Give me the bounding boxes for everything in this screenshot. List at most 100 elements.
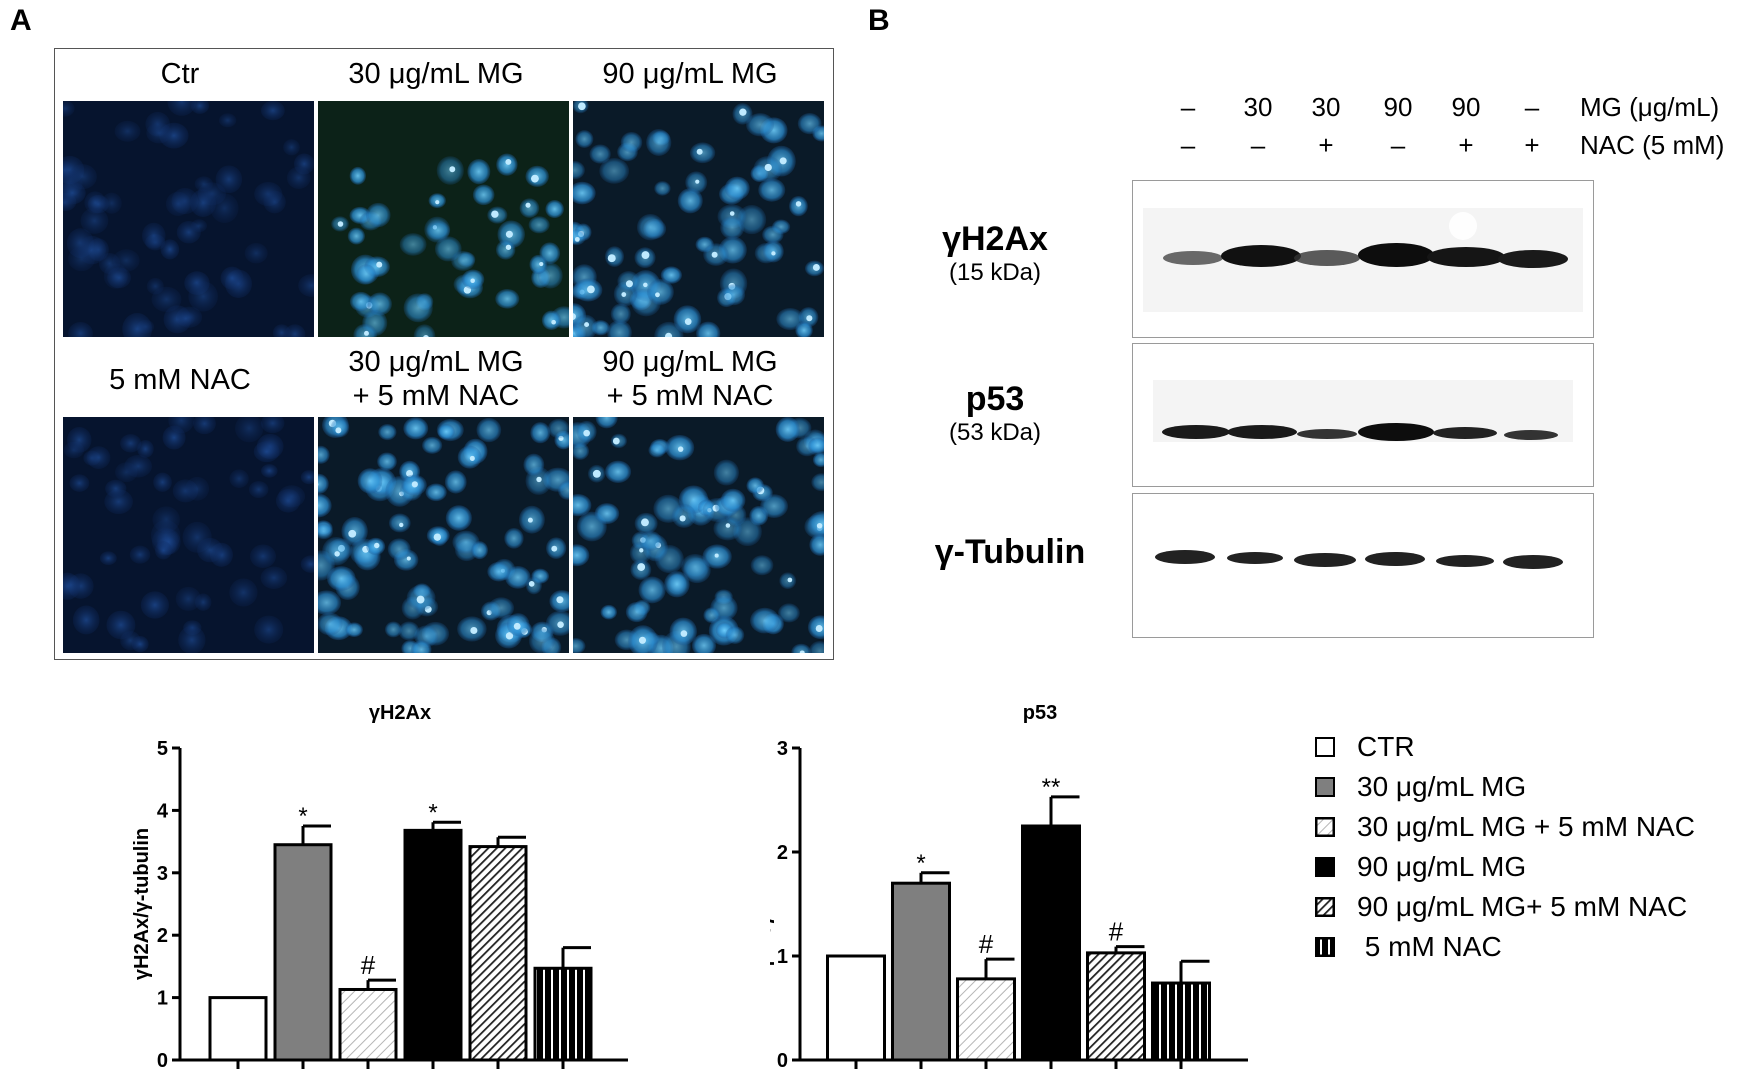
label-mg90: 90 μg/mL MG [602, 58, 778, 90]
blot-h2ax [1132, 180, 1594, 338]
nac-lane-5: + [1458, 130, 1474, 160]
legend-label-6: 5 mM NAC [1357, 931, 1502, 962]
chart1-bar-5 [533, 966, 593, 1062]
label-mg30: 30 μg/mL MG [348, 58, 524, 90]
chart1-ytick-label-1: 1 [157, 988, 168, 1010]
legend-item-1: CTR [1315, 731, 1415, 763]
nac-condition-label: NAC (5 mM) [1580, 130, 1725, 160]
blot-name-p53: p53 [965, 380, 1025, 418]
micrograph-nac-image [63, 417, 314, 653]
mg-lane-2: 30 [1243, 92, 1273, 122]
blot-p53 [1132, 343, 1594, 487]
chart1-bar-1 [273, 843, 333, 1062]
chart2-bar-0 [826, 954, 886, 1062]
chart2-annotation-3: ** [1042, 774, 1061, 801]
legend-item-2: 30 μg/mL MG [1315, 771, 1526, 803]
chart-h2ax: γH2Ax/γ-tubulin 0 1 2 3 4 5 * # * [131, 738, 628, 1072]
blot-p53-bands [1153, 380, 1573, 442]
legend-item-6: 5 mM NAC [1315, 931, 1502, 963]
micrograph-mg90-image [573, 101, 824, 337]
nac-lane-2: – [1250, 130, 1266, 160]
chart2-ytick-label-3: 3 [777, 738, 788, 760]
micrograph-panel: Ctr 30 μg/mL MG 90 μg/mL MG 5 mM NAC 30 … [54, 48, 834, 660]
chart1-annotation-2: # [361, 950, 376, 980]
mg-lane-6: – [1524, 92, 1540, 122]
chart2-annotation-4: # [1109, 917, 1124, 947]
micrograph-mg30-nac [318, 417, 569, 653]
chart2-annotation-2: # [979, 929, 994, 959]
chart1-bar-2 [338, 987, 398, 1062]
mg-lane-5: 90 [1451, 92, 1481, 122]
chart2-ytick-label-2: 2 [777, 842, 788, 864]
blot-kda-h2ax: (15 kDa) [948, 259, 1042, 286]
chart1-ytick-label-2: 2 [157, 925, 168, 947]
blot-h2ax-bands [1143, 208, 1583, 312]
legend-swatch-3 [1315, 817, 1335, 837]
blot-label-tubulin: γ-Tubulin [915, 533, 1105, 572]
chart2-bar-5 [1151, 981, 1211, 1062]
nac-lane-1: – [1180, 130, 1196, 160]
chart1-ytick-label-3: 3 [157, 863, 168, 885]
legend-label-1: CTR [1357, 731, 1415, 762]
legend-label-4: 90 μg/mL MG [1357, 851, 1527, 882]
legend-item-3: 30 μg/mL MG + 5 mM NAC [1315, 811, 1695, 843]
blot-name-h2ax: γH2Ax [942, 220, 1048, 258]
nac-lane-6: + [1524, 130, 1540, 160]
micrograph-ctr-image [63, 101, 314, 337]
label-mg30-nac-line1: 30 μg/mL MG [348, 346, 524, 378]
label-ctr: Ctr [160, 58, 200, 90]
label-mg30-nac-line2: + 5 mM NAC [352, 380, 520, 412]
micrograph-mg30-nac-image [318, 417, 569, 653]
micrograph-nac [63, 417, 314, 653]
chart2-bar-4 [1086, 951, 1146, 1062]
legend-swatch-2 [1315, 777, 1335, 797]
chart2-bar-1 [891, 881, 951, 1062]
blot-label-p53: p53 (53 kDa) [925, 380, 1065, 447]
chart1-bar-4 [468, 845, 528, 1062]
nac-lane-4: – [1390, 130, 1406, 160]
chart1-bar-3 [403, 828, 463, 1062]
micrograph-ctr [63, 101, 314, 337]
mg-lane-1: – [1180, 92, 1196, 122]
label-mg90-nac-line2: + 5 mM NAC [606, 380, 774, 412]
chart1-ytick-label-4: 4 [157, 800, 169, 822]
chart1-annotation-1: * [298, 803, 307, 830]
panel-a-letter: A [10, 4, 32, 37]
chart2-ytick-label-1: 1 [777, 946, 788, 968]
chart-p53: p53/γ-tubulin 0 1 2 3 * # ** # [770, 738, 1248, 1072]
blot-label-h2ax: γH2Ax (15 kDa) [925, 220, 1065, 287]
blot-tubulin-bands [1155, 550, 1563, 569]
chart1-ytick-label-0: 0 [157, 1050, 168, 1072]
micrograph-mg90-nac-image [573, 417, 824, 653]
micrograph-mg30-image [318, 101, 569, 337]
panel-b-letter: B [868, 4, 890, 37]
legend-label-3: 30 μg/mL MG + 5 mM NAC [1357, 811, 1695, 842]
legend-swatch-1 [1315, 737, 1335, 757]
legend-swatch-5 [1315, 897, 1335, 917]
mg-lane-4: 90 [1383, 92, 1413, 122]
legend-item-5: 90 μg/mL MG+ 5 mM NAC [1315, 891, 1687, 923]
nac-lane-3: + [1318, 130, 1334, 160]
chart1-ytick-label-5: 5 [157, 738, 168, 760]
chart2-annotation-1: * [916, 850, 925, 877]
mg-condition-label: MG (μg/mL) [1580, 92, 1720, 122]
chart2-bar-2 [956, 977, 1016, 1062]
legend-label-2: 30 μg/mL MG [1357, 771, 1527, 802]
chart2-ylabel: p53/γ-tubulin [770, 842, 775, 966]
legend-label-5: 90 μg/mL MG+ 5 mM NAC [1357, 891, 1688, 922]
micrograph-mg30 [318, 101, 569, 337]
chart1-title: γH2Ax [368, 702, 432, 724]
blot-name-tubulin: γ-Tubulin [934, 533, 1086, 571]
chart2-title: p53 [1022, 702, 1058, 724]
chart1-annotation-3: * [428, 799, 437, 826]
micrograph-mg90 [573, 101, 824, 337]
chart2-bar-3 [1021, 824, 1081, 1062]
chart1-bar-0 [208, 996, 268, 1062]
blot-kda-p53: (53 kDa) [948, 419, 1042, 446]
legend-swatch-6 [1315, 937, 1335, 957]
legend-swatch-4 [1315, 857, 1335, 877]
blot-tubulin [1132, 493, 1594, 638]
label-mg90-nac-line1: 90 μg/mL MG [602, 346, 778, 378]
chart2-ytick-label-0: 0 [777, 1050, 788, 1072]
micrograph-mg90-nac [573, 417, 824, 653]
